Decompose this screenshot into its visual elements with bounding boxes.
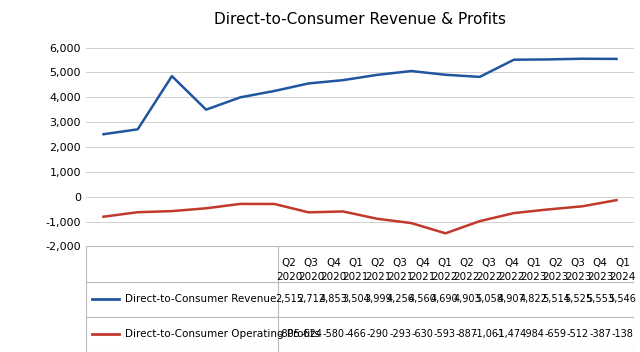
Text: -887: -887 — [456, 329, 478, 339]
Text: Q1: Q1 — [437, 258, 452, 268]
Text: 5,525: 5,525 — [564, 294, 592, 304]
Text: Q3: Q3 — [304, 258, 319, 268]
Text: -138: -138 — [612, 329, 634, 339]
Text: -805: -805 — [278, 329, 300, 339]
Text: Q3: Q3 — [482, 258, 497, 268]
Text: Q1: Q1 — [615, 258, 630, 268]
Text: Q1: Q1 — [526, 258, 541, 268]
Text: 2021: 2021 — [365, 272, 391, 282]
Text: 2022: 2022 — [454, 272, 480, 282]
Text: 2023: 2023 — [587, 272, 614, 282]
Text: 2022: 2022 — [476, 272, 502, 282]
Text: 2022: 2022 — [431, 272, 458, 282]
Text: -466: -466 — [345, 329, 367, 339]
Text: 2020: 2020 — [298, 272, 324, 282]
Text: 4,903: 4,903 — [453, 294, 481, 304]
Text: 2023: 2023 — [565, 272, 591, 282]
Text: Direct-to-Consumer Operating Profits: Direct-to-Consumer Operating Profits — [125, 329, 319, 339]
Text: Q2: Q2 — [371, 258, 385, 268]
Text: -290: -290 — [367, 329, 389, 339]
Text: 4,560: 4,560 — [408, 294, 436, 304]
Text: Q1: Q1 — [348, 258, 363, 268]
Text: Q2: Q2 — [282, 258, 296, 268]
Text: -387: -387 — [589, 329, 611, 339]
Text: 2021: 2021 — [342, 272, 369, 282]
Text: -293: -293 — [389, 329, 411, 339]
Text: 2020: 2020 — [321, 272, 347, 282]
Text: -580: -580 — [323, 329, 344, 339]
Text: Q3: Q3 — [393, 258, 408, 268]
Text: 4,690: 4,690 — [431, 294, 458, 304]
Text: 4,853: 4,853 — [319, 294, 348, 304]
Text: Q2: Q2 — [548, 258, 563, 268]
Text: -624: -624 — [300, 329, 323, 339]
Text: 4,256: 4,256 — [387, 294, 414, 304]
Text: 2022: 2022 — [498, 272, 525, 282]
Text: 2,515: 2,515 — [275, 294, 303, 304]
Text: 3,504: 3,504 — [342, 294, 370, 304]
Text: 2023: 2023 — [520, 272, 547, 282]
Text: 2021: 2021 — [409, 272, 436, 282]
Text: 2023: 2023 — [543, 272, 569, 282]
Text: -1,061: -1,061 — [474, 329, 505, 339]
Title: Direct-to-Consumer Revenue & Profits: Direct-to-Consumer Revenue & Profits — [214, 12, 506, 27]
Text: 3,999: 3,999 — [364, 294, 392, 304]
Text: -659: -659 — [545, 329, 567, 339]
Text: 5,546: 5,546 — [609, 294, 636, 304]
Text: -984: -984 — [523, 329, 545, 339]
Text: -1,474: -1,474 — [496, 329, 527, 339]
Text: Q3: Q3 — [571, 258, 586, 268]
Text: 4,907: 4,907 — [497, 294, 525, 304]
Text: -630: -630 — [412, 329, 433, 339]
Text: 4,822: 4,822 — [520, 294, 547, 304]
Text: Q2: Q2 — [460, 258, 474, 268]
Text: Q4: Q4 — [504, 258, 519, 268]
Text: 5,058: 5,058 — [475, 294, 503, 304]
Text: 2,712: 2,712 — [297, 294, 325, 304]
Text: 5,514: 5,514 — [542, 294, 570, 304]
Text: -593: -593 — [434, 329, 456, 339]
Text: Q4: Q4 — [326, 258, 341, 268]
Text: Q4: Q4 — [415, 258, 430, 268]
Text: 5,553: 5,553 — [586, 294, 614, 304]
Text: 2020: 2020 — [276, 272, 302, 282]
Text: 2021: 2021 — [387, 272, 413, 282]
Text: -512: -512 — [567, 329, 589, 339]
Text: 2024: 2024 — [609, 272, 636, 282]
Text: Q4: Q4 — [593, 258, 608, 268]
Text: Direct-to-Consumer Revenue: Direct-to-Consumer Revenue — [125, 294, 276, 304]
